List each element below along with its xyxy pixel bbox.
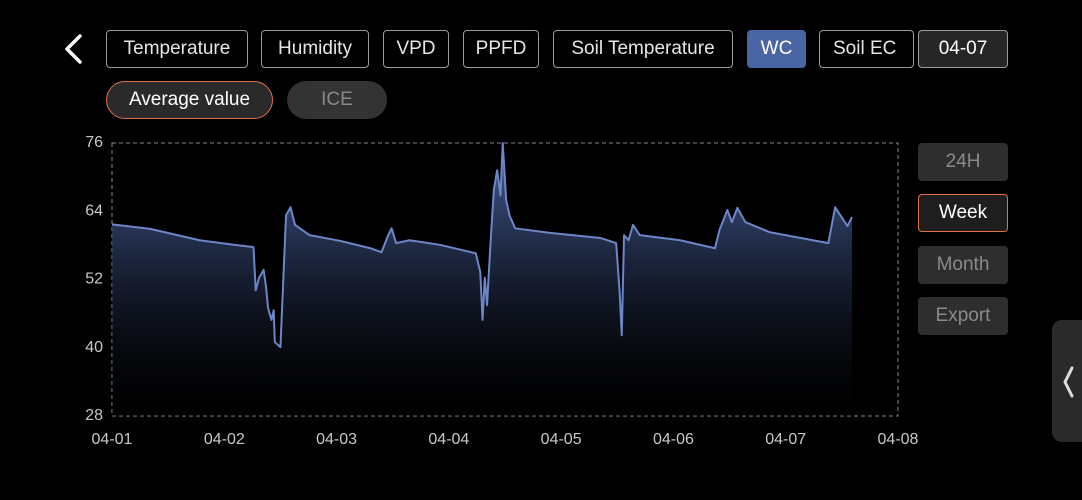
tab[interactable]: Temperature <box>106 30 248 68</box>
x-tick-label: 04-03 <box>316 431 357 448</box>
x-tick-label: 04-05 <box>541 431 582 448</box>
x-tick-label: 04-01 <box>92 431 133 448</box>
tab[interactable]: Humidity <box>261 30 369 68</box>
tab[interactable]: PPFD <box>463 30 539 68</box>
x-tick-label: 04-07 <box>765 431 806 448</box>
tab[interactable]: Soil Temperature <box>553 30 733 68</box>
mode-selected[interactable]: Average value <box>106 81 273 119</box>
y-tick-label: 64 <box>85 202 103 219</box>
x-tick-label: 04-02 <box>204 431 245 448</box>
x-tick-label: 04-06 <box>653 431 694 448</box>
mode[interactable]: ICE <box>287 81 387 119</box>
y-tick-label: 52 <box>85 271 103 288</box>
range-button[interactable]: 24H <box>918 143 1008 181</box>
back-button[interactable] <box>65 34 82 64</box>
tab[interactable]: Soil EC <box>819 30 914 68</box>
range-button[interactable]: Month <box>918 246 1008 284</box>
line <box>111 142 853 349</box>
y-tick-label: 40 <box>85 339 103 356</box>
x-tick-label: 04-08 <box>878 431 919 448</box>
tab-selected[interactable]: WC <box>747 30 806 68</box>
area-fill <box>112 143 852 416</box>
x-tick-label: 04-04 <box>428 431 469 448</box>
drawer-chevron <box>1063 366 1074 398</box>
y-tick-label: 76 <box>85 134 103 151</box>
y-tick-label: 28 <box>85 407 103 424</box>
tab[interactable]: VPD <box>383 30 449 68</box>
date-picker[interactable]: 04-07 <box>918 30 1008 68</box>
export-button[interactable]: Export <box>918 297 1008 335</box>
range-selected[interactable]: Week <box>918 194 1008 232</box>
